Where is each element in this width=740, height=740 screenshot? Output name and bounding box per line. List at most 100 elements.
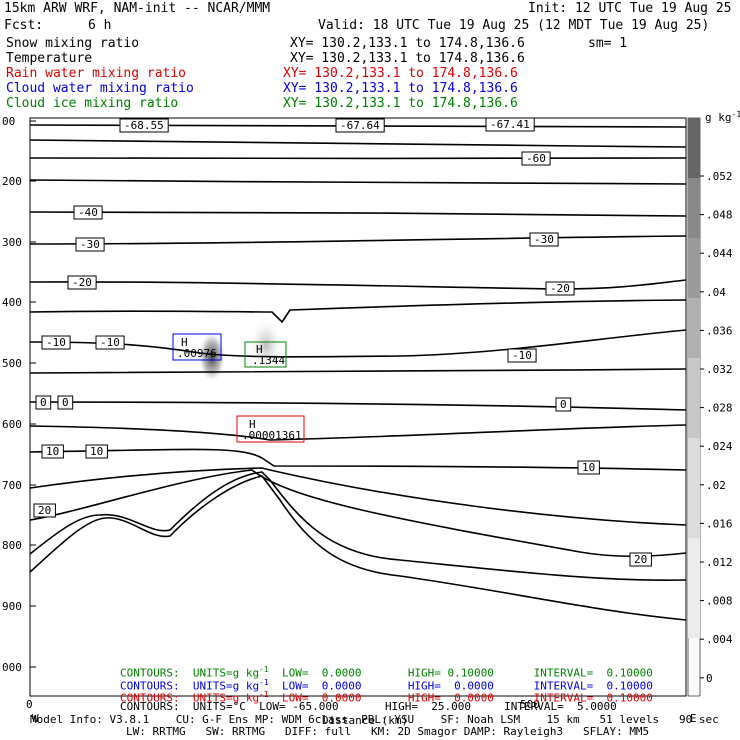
y-tick-label: 900: [2, 600, 22, 613]
x-tick-label: 0: [26, 698, 33, 711]
field-xy-rain: XY= 130.2,133.1 to 174.8,136.6: [283, 66, 518, 81]
isotherm-label: -20: [545, 281, 575, 296]
y-tick-label: 600: [2, 418, 22, 431]
svg-text:H: H: [249, 418, 256, 431]
isotherm-line: [29, 469, 687, 558]
x-end-mark-east: E: [690, 712, 697, 725]
isotherm-line: [29, 401, 687, 411]
colorbar-tick-label: .02: [706, 479, 726, 492]
isotherm-line: [29, 448, 687, 471]
colorbar-tick-label: .048: [706, 209, 733, 222]
x-end-mark-west: W: [32, 712, 39, 725]
field-xy-temperature: XY= 130.2,133.1 to 174.8,136.6: [290, 51, 525, 66]
isotherm-label: 20: [33, 503, 56, 518]
x-tick-label: 500: [520, 698, 540, 711]
field-name-temperature: Temperature: [6, 51, 93, 66]
contour-summary-temperature: CONTOURS: UNITS=°C LOW= -65.000 HIGH= 25…: [120, 700, 617, 713]
isotherm-label: -67.41: [485, 117, 535, 132]
y-tick-label: 400: [2, 296, 22, 309]
svg-text:-67.41: -67.41: [490, 118, 530, 131]
y-tick-label: 700: [2, 479, 22, 492]
fcst-label: Fcst:: [4, 18, 44, 33]
svg-text:-68.55: -68.55: [124, 119, 164, 132]
svg-text:-20: -20: [550, 282, 570, 295]
y-tick-label: 000: [2, 661, 22, 674]
y-tick-label: 300: [2, 236, 22, 249]
isotherm-label: 10: [85, 444, 108, 459]
terrain-level: [29, 475, 687, 621]
isotherm-label: -10: [41, 335, 71, 350]
svg-text:0: 0: [62, 396, 69, 409]
contour-summary-cloud-ice: CONTOURS: UNITS=g kg-1 LOW= 0.0000 HIGH=…: [120, 665, 653, 680]
isotherm-label: -60: [521, 151, 551, 166]
svg-text:-10: -10: [100, 336, 120, 349]
isotherm-label: 10: [577, 460, 600, 475]
colorbar-tick-label: .024: [706, 440, 733, 453]
svg-text:H: H: [181, 336, 188, 349]
svg-text:-30: -30: [534, 233, 554, 246]
svg-text:.00976: .00976: [177, 347, 217, 360]
field-name-rain: Rain water mixing ratio: [6, 66, 187, 81]
svg-text:10: 10: [582, 461, 595, 474]
cloud-ice-shading: [248, 317, 284, 373]
colorbar-tick-label: .012: [706, 556, 733, 569]
terrain-level: [29, 471, 687, 582]
svg-text:20: 20: [634, 553, 647, 566]
isotherm-label: 0: [35, 395, 52, 410]
isotherm-label: -68.55: [119, 118, 169, 133]
x-axis-label: Distance (km): [322, 714, 408, 727]
contour-summary-cloud-water: CONTOURS: UNITS=g kg-1 LOW= 0.0000 HIGH=…: [120, 678, 653, 693]
colorbar-tick-label: .016: [706, 517, 733, 530]
isotherm-label: 20: [629, 552, 652, 567]
svg-text:-10: -10: [512, 349, 532, 362]
y-tick-label: 800: [2, 539, 22, 552]
isotherm-label: -10: [507, 348, 537, 363]
y-tick-label: 200: [2, 175, 22, 188]
svg-text:-40: -40: [78, 206, 98, 219]
colorbar: [687, 117, 701, 697]
colorbar-tick-label: .004: [706, 633, 733, 646]
colorbar-tick-label: .036: [706, 324, 733, 337]
model-info-line: Model Info: V3.8.1 CU: G-F Ens MP: WDM 6…: [30, 713, 719, 726]
isotherm-label: 10: [41, 444, 64, 459]
valid-time: Valid: 18 UTC Tue 19 Aug 25 (12 MDT Tue …: [318, 18, 710, 33]
isotherm-label: 0: [57, 395, 74, 410]
field-name-snow: Snow mixing ratio: [6, 36, 140, 51]
colorbar-tick-label: 0: [706, 672, 713, 685]
field-xy-cloud-ice: XY= 130.2,133.1 to 174.8,136.6: [283, 96, 518, 111]
isotherm-label: -40: [73, 205, 103, 220]
plot-frame: [29, 117, 687, 697]
svg-text:.1344: .1344: [252, 354, 285, 367]
field-name-cloud-water: Cloud water mixing ratio: [6, 81, 194, 96]
extremum-cloud-ice: H .1344: [244, 341, 287, 368]
isotherm-label: -20: [67, 275, 97, 290]
init-time: Init: 12 UTC Tue 19 Aug 25: [528, 1, 732, 16]
svg-text:-67.64: -67.64: [340, 119, 380, 132]
colorbar-tick-label: .008: [706, 595, 733, 608]
extremum-rain: H .00001361: [236, 415, 305, 443]
physics-info-line: LW: RRTMG SW: RRTMG DIFF: full KM: 2D Sm…: [126, 725, 650, 738]
svg-text:10: 10: [90, 445, 103, 458]
model-title: 15km ARW WRF, NAM-init -- NCAR/MMM: [4, 1, 271, 16]
isotherm-line: [29, 299, 687, 324]
svg-text:-20: -20: [72, 276, 92, 289]
colorbar-tick-label: .052: [706, 170, 733, 183]
colorbar-tick-label: .032: [706, 363, 733, 376]
isotherm-line: [29, 368, 687, 374]
svg-text:-30: -30: [80, 238, 100, 251]
isotherm-label: -67.64: [335, 118, 385, 133]
isotherm-line: [29, 424, 687, 441]
colorbar-unit: g kg-1: [705, 110, 740, 124]
colorbar-tick-label: .028: [706, 402, 733, 415]
svg-text:10: 10: [46, 445, 59, 458]
isotherm-line: [29, 279, 687, 290]
field-xy-snow: XY= 130.2,133.1 to 174.8,136.6: [290, 36, 525, 51]
isotherm-label: 0: [555, 397, 572, 412]
y-tick-label: 500: [2, 357, 22, 370]
isotherm-line: [29, 467, 687, 526]
extremum-cloud-water: H .00976: [172, 333, 222, 361]
isotherm-line: [29, 139, 687, 148]
svg-text:0: 0: [40, 396, 47, 409]
colorbar-tick-label: .04: [706, 286, 726, 299]
